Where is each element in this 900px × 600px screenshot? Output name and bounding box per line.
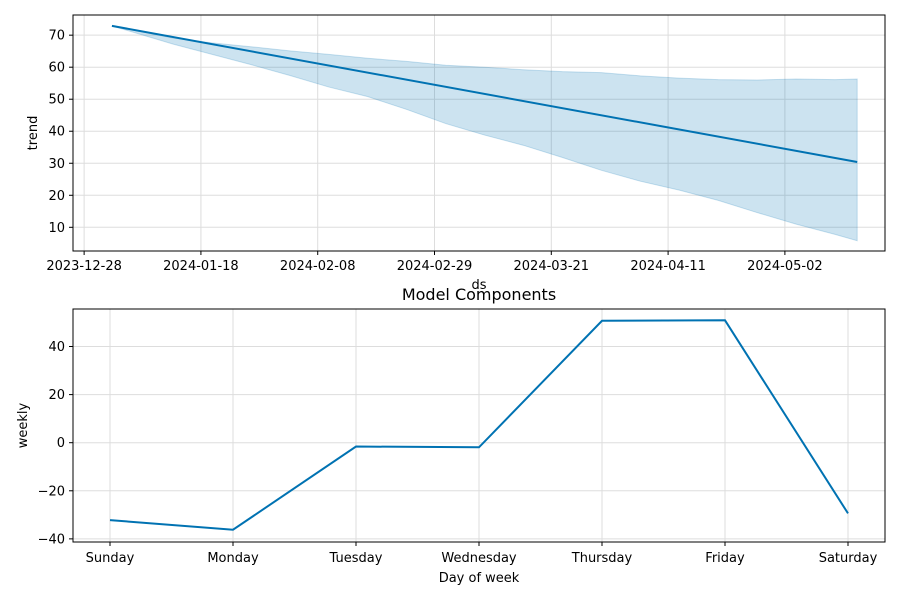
y-tick-label: 20 <box>48 388 65 403</box>
trend-uncertainty-band <box>111 25 858 242</box>
weekly-chart-title: Model Components <box>402 285 556 304</box>
x-tick-label: 2024-04-11 <box>630 259 706 274</box>
y-tick-label: −20 <box>38 484 65 499</box>
x-tick-label: Tuesday <box>329 551 383 566</box>
weekly-chart: Model Components Sunday Monday Tuesday Wedn… <box>16 285 886 586</box>
weekly-x-axis-label: Day of week <box>439 571 520 586</box>
trend-y-axis-label: trend <box>26 116 41 151</box>
y-tick-label: 40 <box>48 125 65 140</box>
weekly-line <box>109 319 849 531</box>
y-tick-label: −40 <box>38 532 65 547</box>
trend-line <box>111 24 858 163</box>
trend-plot-frame <box>72 14 886 252</box>
trend-x-axis-label: ds <box>471 278 486 293</box>
y-tick-label: 20 <box>48 189 65 204</box>
weekly-x-ticks: Sunday Monday Tuesday Wednesday Thursday Frid… <box>86 542 878 566</box>
x-tick-label: Wednesday <box>441 551 517 566</box>
y-tick-label: 30 <box>48 157 65 172</box>
x-tick-label: 2024-01-18 <box>163 259 239 274</box>
weekly-y-ticks: −40 −20 0 20 40 <box>38 340 73 547</box>
x-tick-label: Friday <box>705 551 745 566</box>
x-tick-label: Monday <box>207 551 259 566</box>
y-tick-label: 10 <box>48 221 65 236</box>
x-tick-label: Sunday <box>86 551 135 566</box>
y-tick-label: 40 <box>48 340 65 355</box>
x-tick-label: 2024-05-02 <box>747 259 823 274</box>
trend-y-ticks: 10 20 30 40 50 60 70 <box>48 29 73 236</box>
x-tick-label: 2024-03-21 <box>514 259 590 274</box>
x-tick-label: Saturday <box>819 551 878 566</box>
y-tick-label: 50 <box>48 93 65 108</box>
y-tick-label: 0 <box>57 436 65 451</box>
trend-x-ticks: 2023-12-28 2024-01-18 2024-02-08 2024-02-29… <box>46 251 823 274</box>
x-tick-label: 2024-02-29 <box>397 259 473 274</box>
weekly-y-axis-label: weekly <box>16 402 31 448</box>
y-tick-label: 60 <box>48 61 65 76</box>
y-tick-label: 70 <box>48 29 65 44</box>
trend-chart: 2023-12-28 2024-01-18 2024-02-08 2024-02-29… <box>26 14 886 293</box>
weekly-gridlines <box>73 309 885 542</box>
x-tick-label: 2023-12-28 <box>46 259 122 274</box>
x-tick-label: 2024-02-08 <box>280 259 356 274</box>
trend-gridlines <box>73 15 885 251</box>
x-tick-label: Thursday <box>571 551 633 566</box>
